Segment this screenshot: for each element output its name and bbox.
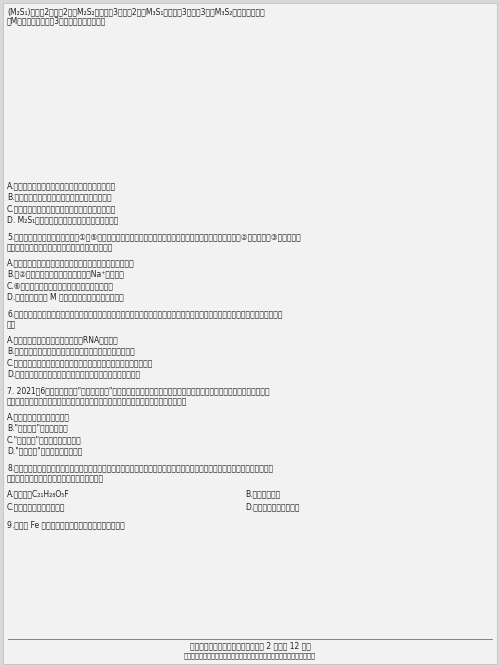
Bar	[200, 85, 208, 177]
Bar	[52, 133, 60, 177]
Bar	[260, 77, 268, 177]
Bar	[122, 105, 130, 177]
Text: A.图中反射弧的效应器是运动神经末梢及其支配的头肌和舔膏: A.图中反射弧的效应器是运动神经末梢及其支配的头肌和舔膏	[7, 258, 135, 267]
Text: 合，卻同肌收缩的同时拮肌舒张。下列说法错误的是: 合，卻同肌收缩的同时拮肌舒张。下列说法错误的是	[7, 243, 114, 253]
Text: D. M₂S₁间作模式是谷子与大豆间作的较理想模式: D. M₂S₁间作模式是谷子与大豆间作的较理想模式	[7, 215, 118, 225]
Text: C."过滤除杂"可以除去各种无机物: C."过滤除杂"可以除去各种无机物	[7, 435, 82, 444]
Text: A.分子式为C₂₁H₂₈O₅F: A.分子式为C₂₁H₂₈O₅F	[7, 489, 70, 498]
Bar	[113, 105, 122, 177]
Bar	[234, 75, 243, 177]
Bar	[312, 54, 321, 177]
Bar	[174, 87, 182, 177]
Text: D.分子中只有两种官能团: D.分子中只有两种官能团	[245, 502, 300, 511]
Text: A.可以利用新型冠状病毒的遗传物质RNA制备疫苗: A.可以利用新型冠状病毒的遗传物质RNA制备疫苗	[7, 335, 119, 344]
Bar	[296, 56, 304, 177]
Text: 理科综合能力测试题（全国卷）　第 2 页（共 12 页）: 理科综合能力测试题（全国卷） 第 2 页（共 12 页）	[190, 641, 310, 650]
Bar	[321, 56, 330, 177]
Text: C.不能发生蛋白质氧化反应: C.不能发生蛋白质氧化反应	[7, 502, 66, 511]
Text: D.将电极分别置于 M 点的膜内和膜外可检测其膜电位: D.将电极分别置于 M 点的膜内和膜外可检测其膜电位	[7, 293, 124, 301]
Text: A.在谷子同一生育时期，不同间作模式的效果都相近: A.在谷子同一生育时期，不同间作模式的效果都相近	[7, 181, 116, 190]
Text: 的是: 的是	[7, 321, 16, 329]
Text: 5.反射活动的过程如图所示，图中①～⑤表示细胞或练组。羽毛球运动中，运动员向前跟步时，需要腔部提脛（②）与舔膏（③）的协调配: 5.反射活动的过程如图所示，图中①～⑤表示细胞或练组。羽毛球运动中，运动员向前跟…	[7, 232, 301, 241]
Bar	[190, 85, 200, 177]
Text: (M₂S₁)，谷圃2行大倦2行（M₂S₂），谷圃3行大倦2行（M₃S₁），谷圃3行大倦3行（M₃S₂），以谷子单作: (M₂S₁)，谷圃2行大倦2行（M₂S₂），谷圃3行大倦2行（M₃S₁），谷圃3…	[7, 7, 265, 16]
Bar	[330, 57, 338, 177]
Bar	[252, 67, 260, 177]
Bar	[147, 107, 156, 177]
Text: 9.下列与 Fe 相关的实验现象与实验操作不相匹配的是: 9.下列与 Fe 相关的实验现象与实验操作不相匹配的是	[7, 520, 125, 530]
X-axis label: 谷子生育期: 谷子生育期	[182, 199, 208, 208]
Bar	[60, 133, 69, 177]
Bar	[268, 77, 277, 177]
Bar	[304, 54, 312, 177]
Text: B.该病毒仅将自己的核酸注入宿主，蛋白质外壳留在细胞脴外: B.该病毒仅将自己的核酸注入宿主，蛋白质外壳留在细胞脴外	[7, 346, 135, 356]
Text: 主要步骤包括采集生漆、过滤除杂、脖水氧化、加入溯剩和聚合交联。下列述说错误的是: 主要步骤包括采集生漆、过滤除杂、脖水氧化、加入溯剩和聚合交联。下列述说错误的是	[7, 398, 188, 406]
Bar	[138, 101, 147, 177]
Text: C.⑥的突触前醈放兴奋性神经通道，导致拾肌收缩: C.⑥的突触前醈放兴奋性神经通道，导致拾肌收缩	[7, 281, 114, 290]
Text: 结构简式如图所示，有关该化合物叙述正确的是: 结构简式如图所示，有关该化合物叙述正确的是	[7, 474, 104, 484]
Text: C.大豆能为谷子根系提供氮肥，二者是互利共生关系: C.大豆能为谷子根系提供氮肥，二者是互利共生关系	[7, 204, 116, 213]
Bar	[208, 86, 216, 177]
Text: B.若②受到适宜刷激，兴奋产生，此处Na⁺大量流入: B.若②受到适宜刷激，兴奋产生，此处Na⁺大量流入	[7, 269, 124, 279]
Text: （M）作为对照，重复3次。下列说法正确的是: （M）作为对照，重复3次。下列说法正确的是	[7, 16, 106, 25]
Bar	[243, 69, 252, 177]
Bar	[86, 132, 94, 177]
Text: 版权声明：本试题为华中师范大学出版社正式出版，授权所有，盗版必究。: 版权声明：本试题为华中师范大学出版社正式出版，授权所有，盗版必究。	[184, 652, 316, 658]
Text: A.生漆的主要成分分为有机物: A.生漆的主要成分分为有机物	[7, 412, 70, 421]
Text: D."聚合交联"可以调节节漆的粘度: D."聚合交联"可以调节节漆的粘度	[7, 446, 82, 456]
Legend: M₂S₁, M₂S₂, M₃S₁, M₃S₂, M: M₂S₁, M₂S₂, M₃S₁, M₃S₂, M	[46, 51, 82, 95]
Bar	[182, 86, 190, 177]
Y-axis label: 谷子株高/cm: 谷子株高/cm	[6, 94, 15, 129]
Text: C.病毒表面的刺突蛋白产生变异的根本原因是其氨基酸的序列发生改变: C.病毒表面的刺突蛋白产生变异的根本原因是其氨基酸的序列发生改变	[7, 358, 154, 367]
Text: B.能使渗水绽色: B.能使渗水绽色	[245, 489, 280, 498]
Bar	[78, 131, 86, 177]
Text: B."脖水氧化"需要利用空气: B."脖水氧化"需要利用空气	[7, 424, 68, 432]
Text: D.病毒衣壳内的酔能明显降低细胞内环境中的化学反应的活化能: D.病毒衣壳内的酔能明显降低细胞内环境中的化学反应的活化能	[7, 370, 140, 378]
Bar	[69, 131, 78, 177]
Text: 6.新冠肺炎是一种由新型冠状病毒引发的肺部炎症。如图所示为新型冠状病毒侵染人体细胞的过程示意图。下列有关该病毒的说法正确: 6.新冠肺炎是一种由新型冠状病毒引发的肺部炎症。如图所示为新型冠状病毒侵染人体细…	[7, 309, 282, 318]
Text: 8.地塞米松是一种人工合成的皮质类固醇，世界卫生组织的最新研究结果显示：地塞米松是治疗新冠肌炎患者唯一的有效药物。其: 8.地塞米松是一种人工合成的皮质类固醇，世界卫生组织的最新研究结果显示：地塞米松…	[7, 463, 273, 472]
Bar	[130, 103, 138, 177]
FancyBboxPatch shape	[3, 3, 497, 664]
Text: B.在不同间作模式下，谷子和大豆长势均好于单作: B.在不同间作模式下，谷子和大豆长势均好于单作	[7, 193, 112, 201]
Text: 7. 2021年6月，湖北思施的"朝漆制作技艺"经国务院批准列入第五批国家级非物质文化遗产代表性项目名录。朝漆制作的: 7. 2021年6月，湖北思施的"朝漆制作技艺"经国务院批准列入第五批国家级非物…	[7, 386, 270, 395]
